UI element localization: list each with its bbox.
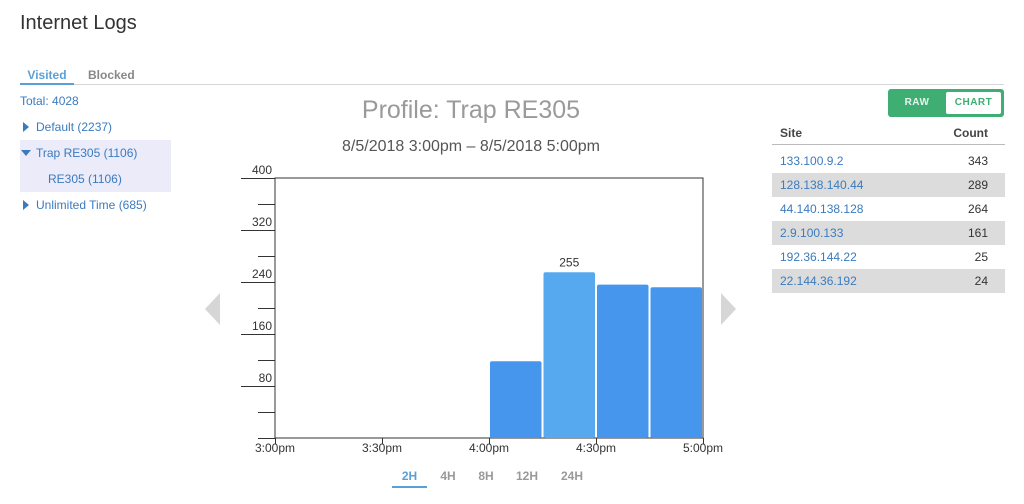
table-row: 44.140.138.128 264 [772,197,1005,221]
y-tick-label: 320 [252,215,272,229]
site-count: 161 [967,226,988,240]
chart-bar [597,284,649,438]
table-row: 128.138.140.44 289 [772,173,1005,197]
range-4h-button[interactable]: 4H [440,469,456,483]
y-tick-label: 240 [252,267,272,281]
chart-subtitle: 8/5/2018 3:00pm – 8/5/2018 5:00pm [342,138,600,155]
view-toggle: RAW CHART [888,89,1004,117]
site-link[interactable]: 192.36.144.22 [780,250,857,264]
site-count: 25 [974,250,988,264]
site-count: 264 [967,202,988,216]
table-row: 2.9.100.133 161 [772,221,1005,245]
page-title: Internet Logs [20,12,137,34]
x-tick-label: 4:00pm [469,441,509,455]
bar-value-label: 255 [559,255,579,269]
table-header: Site Count [772,122,1005,145]
site-count: 289 [967,178,988,192]
caret-down-icon[interactable] [21,150,31,156]
site-link[interactable]: 128.138.140.44 [780,178,864,192]
site-count: 24 [974,274,988,288]
chevron-right-icon[interactable] [719,292,737,326]
range-24h-button[interactable]: 24H [560,469,583,483]
chart-bar [543,272,595,438]
chart-bar [650,287,702,438]
tab-blocked[interactable]: Blocked [88,68,135,82]
tree-item-default[interactable]: Default (2237) [20,114,171,140]
chevron-left-icon[interactable] [204,292,222,326]
tree-item-label: Default (2237) [36,120,113,134]
range-2h-button[interactable]: 2H [392,466,427,488]
site-link[interactable]: 2.9.100.133 [780,226,844,240]
site-link[interactable]: 133.100.9.2 [780,154,844,168]
tab-bar: Visited Blocked [20,66,1004,85]
caret-right-icon[interactable] [23,200,29,210]
site-count: 343 [967,154,988,168]
y-tick-label: 160 [252,319,272,333]
tree-item-re305[interactable]: RE305 (1106) [20,166,171,192]
tree-item-trap-re305[interactable]: Trap RE305 (1106) [20,140,171,166]
site-link[interactable]: 22.144.36.192 [780,274,857,288]
x-tick-label: 5:00pm [683,441,723,455]
profile-tree: Default (2237) Trap RE305 (1106) RE305 (… [20,114,171,218]
table-row: 192.36.144.22 25 [772,245,1005,269]
caret-right-icon[interactable] [23,122,29,132]
tree-item-label: Unlimited Time (685) [36,198,147,212]
chart-view-button[interactable]: CHART [946,92,1001,114]
table-row: 22.144.36.192 24 [772,269,1005,293]
range-12h-button[interactable]: 12H [515,469,538,483]
site-link[interactable]: 44.140.138.128 [780,202,864,216]
tree-item-label: RE305 (1106) [48,172,122,186]
chart-bar [490,361,542,438]
y-tick-label: 80 [259,371,273,385]
range-8h-button[interactable]: 8H [478,469,494,483]
chart-title: Profile: Trap RE305 [361,96,581,124]
plot-frame [274,177,704,439]
site-table: Site Count 133.100.9.2 343 128.138.140.4… [772,122,1005,293]
raw-view-button[interactable]: RAW [904,97,930,108]
column-header-site: Site [780,126,803,140]
total-count: Total: 4028 [20,94,79,108]
tree-item-label: Trap RE305 (1106) [36,146,138,160]
table-row: 133.100.9.2 343 [772,149,1005,173]
x-tick-label: 4:30pm [576,441,616,455]
y-tick-label: 400 [252,163,272,177]
x-tick-label: 3:00pm [255,441,295,455]
tree-item-unlimited-time[interactable]: Unlimited Time (685) [20,192,171,218]
x-tick-label: 3:30pm [362,441,402,455]
column-header-count: Count [953,126,988,140]
tab-visited[interactable]: Visited [20,66,74,85]
